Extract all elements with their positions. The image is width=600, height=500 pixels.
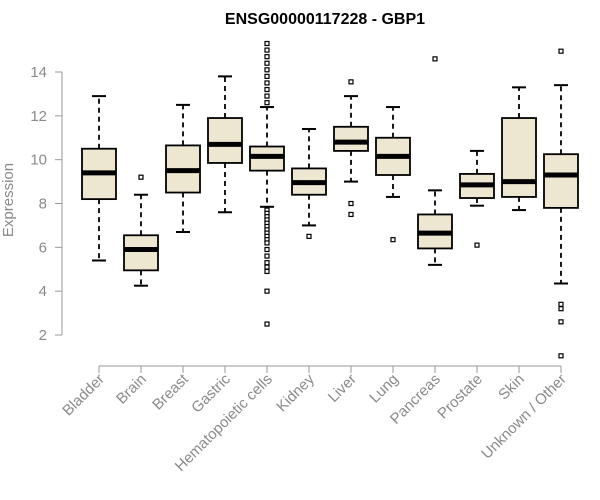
outlier-point	[264, 246, 270, 253]
y-tick-label: 14	[30, 64, 47, 81]
outlier-point	[390, 237, 396, 243]
outlier-point	[264, 260, 270, 266]
box-skin	[501, 86, 537, 212]
box-lung	[375, 106, 411, 243]
x-category-label: Kidney	[273, 370, 318, 415]
y-tick-label: 2	[39, 327, 47, 344]
iqr-box	[501, 117, 537, 198]
box-liver	[333, 79, 369, 218]
outlier-point	[264, 321, 270, 327]
y-tick-label: 10	[30, 152, 47, 169]
x-category-label: Breast	[149, 370, 192, 413]
outlier-point	[264, 253, 270, 259]
iqr-box	[333, 125, 369, 152]
y-axis-title: Expression	[0, 163, 17, 237]
box-brain	[123, 174, 159, 287]
iqr-box	[543, 153, 579, 209]
y-axis: 2 4 6 8 10 12 14	[30, 64, 63, 344]
iqr-box	[207, 117, 243, 164]
outlier-point	[264, 73, 270, 79]
outlier-point	[348, 79, 354, 85]
outlier-point	[264, 268, 270, 275]
outlier-point	[432, 56, 438, 62]
outlier-point	[264, 93, 270, 99]
outlier-point	[264, 288, 270, 294]
box-gastric	[207, 75, 243, 214]
x-category-label: Skin	[495, 371, 528, 404]
outlier-point	[558, 353, 564, 359]
boxes-group	[81, 40, 579, 359]
box-kidney	[291, 127, 327, 239]
outlier-point	[264, 264, 270, 270]
outlier-point	[348, 200, 354, 207]
y-tick-label: 6	[39, 239, 47, 256]
y-tick-label: 4	[39, 283, 47, 300]
box-pancreas	[417, 56, 453, 266]
outlier-point	[348, 211, 354, 218]
outlier-point	[264, 240, 270, 246]
x-category-label: Brain	[113, 371, 150, 408]
outlier-point	[264, 100, 270, 106]
outlier-point	[264, 80, 270, 86]
outlier-point	[306, 233, 312, 239]
y-tick-label: 12	[30, 108, 47, 125]
outlier-point	[474, 242, 480, 248]
outlier-point	[558, 306, 564, 312]
box-breast	[165, 103, 201, 233]
box-hematopoietic-cells	[249, 40, 285, 327]
outlier-point	[264, 47, 270, 53]
outlier-point	[558, 48, 564, 54]
outlier-point	[264, 54, 270, 60]
outlier-point	[558, 319, 564, 325]
outlier-point	[138, 174, 144, 180]
outlier-point	[558, 301, 564, 307]
x-category-label: Bladder	[59, 371, 108, 420]
chart-title: ENSG00000117228 - GBP1	[225, 11, 425, 28]
box-unknown-other	[543, 48, 579, 359]
box-prostate	[459, 149, 495, 248]
box-bladder	[81, 95, 117, 262]
outlier-point	[264, 60, 270, 66]
outlier-point	[264, 86, 270, 93]
outlier-point	[264, 40, 270, 47]
x-category-label: Lung	[366, 371, 402, 407]
x-category-label: Prostate	[434, 371, 486, 423]
y-tick-label: 8	[39, 196, 47, 213]
iqr-box	[123, 234, 159, 272]
x-category-label: Liver	[325, 371, 360, 406]
outlier-point	[264, 67, 270, 73]
